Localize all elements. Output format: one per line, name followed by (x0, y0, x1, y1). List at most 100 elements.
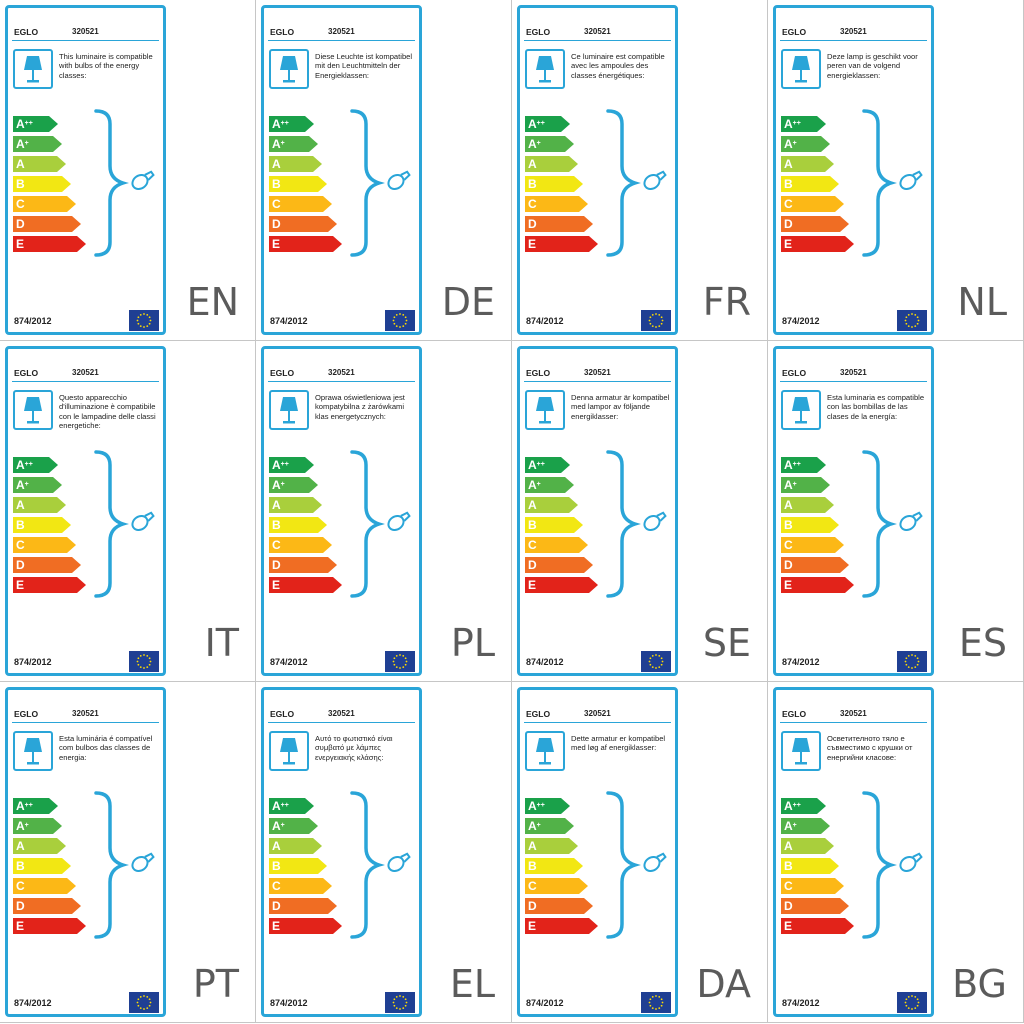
table-lamp-icon (13, 731, 53, 771)
energy-class-letter: A+ (272, 478, 285, 492)
energy-class-arrow: E (781, 577, 854, 593)
class-range-brace (861, 108, 936, 263)
energy-class-letter: A (16, 839, 25, 853)
energy-class-arrow: A (525, 838, 578, 854)
energy-class-letter: A++ (272, 458, 289, 472)
language-code: DA (696, 962, 751, 1006)
energy-class-arrow: A++ (13, 116, 58, 132)
header-divider (524, 40, 671, 41)
light-bulb-icon (899, 852, 923, 873)
energy-class-arrow: E (13, 236, 86, 252)
energy-class-letter: B (528, 859, 537, 873)
compatibility-text: This luminaire is compatible with bulbs … (59, 52, 153, 80)
energy-class-letter: E (784, 919, 793, 933)
energy-class-letter: E (528, 237, 537, 251)
light-bulb-icon (387, 511, 411, 532)
light-bulb-icon (899, 511, 923, 532)
table-lamp-icon (525, 731, 565, 771)
header-divider (524, 722, 671, 723)
energy-class-arrow: A+ (525, 477, 574, 493)
energy-class-letter: A+ (528, 819, 541, 833)
energy-class-arrow: E (525, 236, 598, 252)
energy-class-arrow: D (13, 557, 81, 573)
light-bulb-icon (899, 170, 923, 191)
energy-class-arrow: A (525, 497, 578, 513)
energy-class-letter: B (272, 518, 281, 532)
energy-class-letter: B (16, 518, 25, 532)
energy-class-arrow: D (525, 898, 593, 914)
energy-class-arrow: A++ (781, 116, 826, 132)
energy-class-letter: D (16, 558, 25, 572)
compatibility-text: Осветителното тяло е съвместимо с крушки… (827, 734, 913, 762)
header-divider (12, 722, 159, 723)
model-number: 320521 (584, 368, 611, 377)
energy-class-arrow: C (781, 196, 844, 212)
model-number: 320521 (72, 27, 99, 36)
energy-class-letter: B (784, 518, 793, 532)
brand-name: EGLO (270, 368, 295, 378)
energy-class-letter: A++ (272, 799, 289, 813)
energy-class-arrow: D (13, 216, 81, 232)
eu-flag-icon (385, 651, 415, 672)
energy-class-letter: A (272, 839, 281, 853)
light-bulb-icon (131, 170, 155, 191)
energy-class-arrow: A++ (525, 457, 570, 473)
light-bulb-icon (643, 852, 667, 873)
compatibility-text: Deze lamp is geschikt voor peren van de … (827, 52, 918, 80)
energy-class-letter: E (16, 578, 25, 592)
energy-label-card: EGLO 320521 Denna armatur är kompatibel me… (517, 346, 678, 676)
energy-class-letter: A (16, 157, 25, 171)
table-lamp-icon (781, 731, 821, 771)
energy-class-arrow: A++ (525, 116, 570, 132)
class-range-brace (349, 790, 424, 945)
regulation-number: 874/2012 (782, 316, 820, 326)
model-number: 320521 (840, 368, 867, 377)
energy-class-letter: D (784, 558, 793, 572)
header-divider (268, 40, 415, 41)
table-lamp-icon (525, 49, 565, 89)
class-range-brace (861, 449, 936, 604)
energy-class-arrow: A++ (13, 457, 58, 473)
energy-class-letter: A (16, 498, 25, 512)
energy-class-arrow: A+ (13, 477, 62, 493)
energy-class-letter: A++ (16, 799, 33, 813)
energy-class-letter: E (784, 237, 793, 251)
brand-name: EGLO (526, 709, 551, 719)
energy-class-arrow: A (13, 497, 66, 513)
model-number: 320521 (840, 27, 867, 36)
energy-class-letter: A++ (784, 458, 801, 472)
energy-class-letter: D (528, 217, 537, 231)
light-bulb-icon (643, 511, 667, 532)
energy-class-letter: A+ (16, 819, 29, 833)
model-number: 320521 (328, 368, 355, 377)
energy-class-arrow: A (781, 156, 834, 172)
regulation-number: 874/2012 (270, 316, 308, 326)
energy-class-arrow: D (13, 898, 81, 914)
eu-flag-icon (129, 310, 159, 331)
energy-class-letter: A (272, 498, 281, 512)
energy-class-letter: A+ (528, 478, 541, 492)
energy-class-arrow: B (781, 176, 839, 192)
energy-class-arrow: B (269, 858, 327, 874)
energy-class-arrow: D (269, 898, 337, 914)
energy-label-card: EGLO 320521 Esta luminária é compatível co… (5, 687, 166, 1017)
energy-label-card: EGLO 320521 Questo apparecchio d'illuminaz… (5, 346, 166, 676)
language-code: IT (204, 621, 239, 665)
energy-class-letter: A (784, 839, 793, 853)
language-code: ES (958, 621, 1007, 665)
language-code: FR (702, 280, 751, 324)
brand-name: EGLO (526, 368, 551, 378)
energy-class-letter: E (16, 919, 25, 933)
energy-class-letter: D (528, 899, 537, 913)
energy-class-letter: C (16, 197, 25, 211)
energy-class-arrow: A+ (269, 477, 318, 493)
energy-class-letter: A (784, 498, 793, 512)
regulation-number: 874/2012 (526, 657, 564, 667)
energy-class-letter: A (272, 157, 281, 171)
energy-class-arrow: A++ (525, 798, 570, 814)
energy-class-arrow: B (269, 176, 327, 192)
label-cell-da: EGLO 320521 Dette armatur er kompatibel me… (512, 682, 768, 1023)
compatibility-text: Oprawa oświetleniowa jest kompatybilna z… (315, 393, 405, 421)
energy-class-arrow: C (13, 878, 76, 894)
